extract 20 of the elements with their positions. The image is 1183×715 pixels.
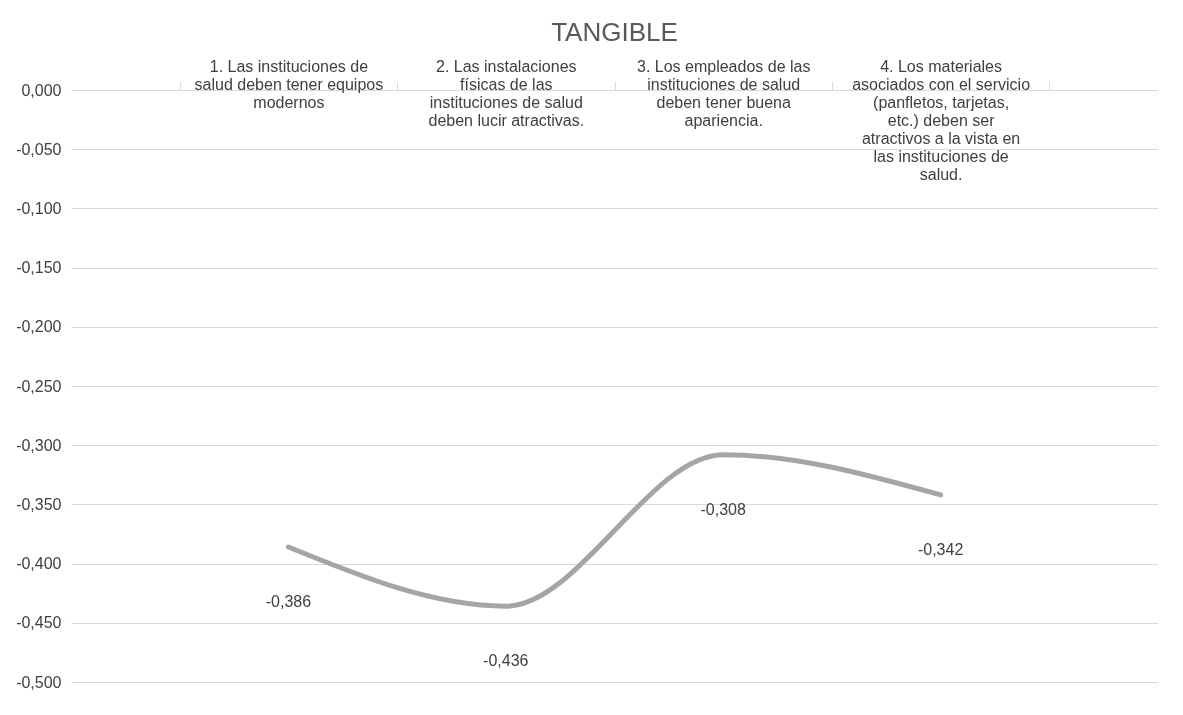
text: -0,342 xyxy=(917,540,964,558)
text: -0,308 xyxy=(700,500,746,518)
y-tick-label: 0,000 xyxy=(21,81,62,99)
x-tick-label: 3. Los empleados de las instituciones de salud deben tener buena apariencia. xyxy=(636,57,811,129)
y-tick-label: -0,250 xyxy=(16,377,62,395)
x-tick-label: 2. Las instalaciones físicas de las instituciones de salud deben lucir atractivas. xyxy=(428,57,585,129)
y-tick-label: -0,450 xyxy=(16,614,62,632)
y-tick-label: -0,400 xyxy=(16,555,62,573)
y-tick-label: -0,300 xyxy=(16,436,62,454)
y-tick-label: -0,500 xyxy=(16,673,62,691)
x-tick-label: 4. Los materiales asociados con el servicio (panfletos, tarjetas, etc.) deben ser atractivos a la vista en las instituciones de salud. xyxy=(852,57,1031,183)
y-tick-label: -0,100 xyxy=(16,199,62,217)
text: -0,386 xyxy=(265,593,312,611)
y-tick-label: -0,200 xyxy=(16,318,62,336)
x-tick-label: 1. Las instituciones de salud deben tener equipos modernos xyxy=(194,57,384,111)
y-tick-label: -0,150 xyxy=(16,259,62,277)
y-tick-label: -0,350 xyxy=(16,495,62,513)
text: -0,436 xyxy=(483,652,529,670)
chart-title: TANGIBLE xyxy=(551,17,678,47)
y-tick-label: -0,050 xyxy=(16,140,62,158)
